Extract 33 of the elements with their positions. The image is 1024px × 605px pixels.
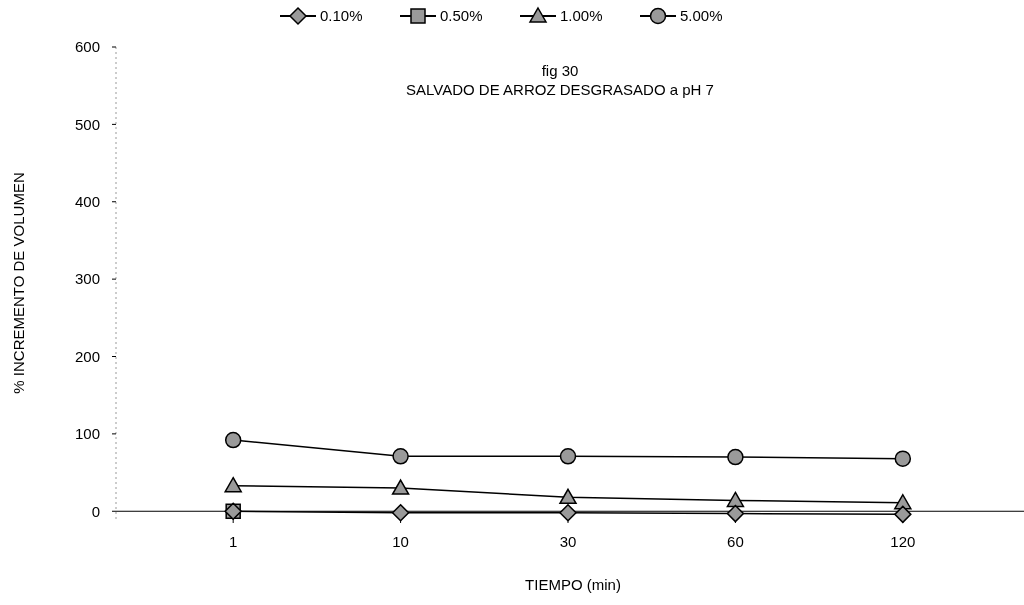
point [559, 488, 577, 505]
y-tick-label: 200 [74, 347, 100, 365]
y-tick-label: 300 [74, 270, 100, 288]
x-tick-label: 60 [727, 533, 744, 550]
x-tick-label: 10 [392, 533, 409, 550]
y-tick-label: 0 [91, 502, 100, 520]
x-tick-label: 120 [890, 533, 916, 550]
x-tick-label: 30 [559, 533, 577, 550]
point [559, 504, 577, 522]
y-axis-title: % INCREMENTO DE VOLUMEN [10, 172, 27, 394]
point [726, 504, 745, 523]
y-tick-label: 100 [74, 425, 100, 443]
point [894, 505, 912, 524]
legend-label: 5.00% [680, 7, 723, 25]
x-axis-title: TIEMPO (min) [525, 576, 621, 593]
point [559, 448, 577, 465]
point [224, 431, 242, 449]
y-tick-label: 500 [74, 115, 100, 133]
y-tick-label: 400 [74, 193, 100, 210]
legend-label: 1.00% [560, 7, 603, 25]
y-tick-label: 600 [74, 38, 100, 56]
point [391, 504, 410, 522]
point [392, 448, 409, 465]
point [224, 476, 242, 493]
legend-label: 0.50% [440, 7, 483, 25]
legend-label: 0.10% [320, 7, 363, 25]
text: fig 30 [541, 62, 579, 79]
point [391, 479, 410, 495]
point [894, 450, 912, 467]
point [727, 448, 744, 466]
point [726, 491, 745, 508]
text: SALVADO DE ARROZ DESGRASADO a pH 7 [406, 81, 714, 98]
x-tick-label: 1 [229, 533, 238, 550]
